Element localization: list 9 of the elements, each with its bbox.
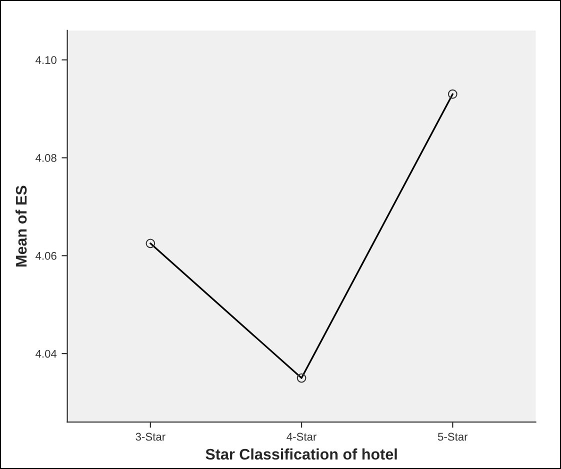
y-axis-title: Mean of ES <box>15 186 27 266</box>
x-tick-label: 4-Star <box>286 432 316 441</box>
y-tick-label: 4.06 <box>36 252 56 260</box>
x-tick-label: 5-Star <box>438 432 468 441</box>
x-tick-label: 3-Star <box>136 432 166 441</box>
y-tick-label: 4.10 <box>36 56 56 64</box>
y-tick-label: 4.04 <box>36 350 57 358</box>
y-tick-label: 4.08 <box>36 154 56 162</box>
x-axis-title: Star Classification of hotel <box>206 448 397 460</box>
